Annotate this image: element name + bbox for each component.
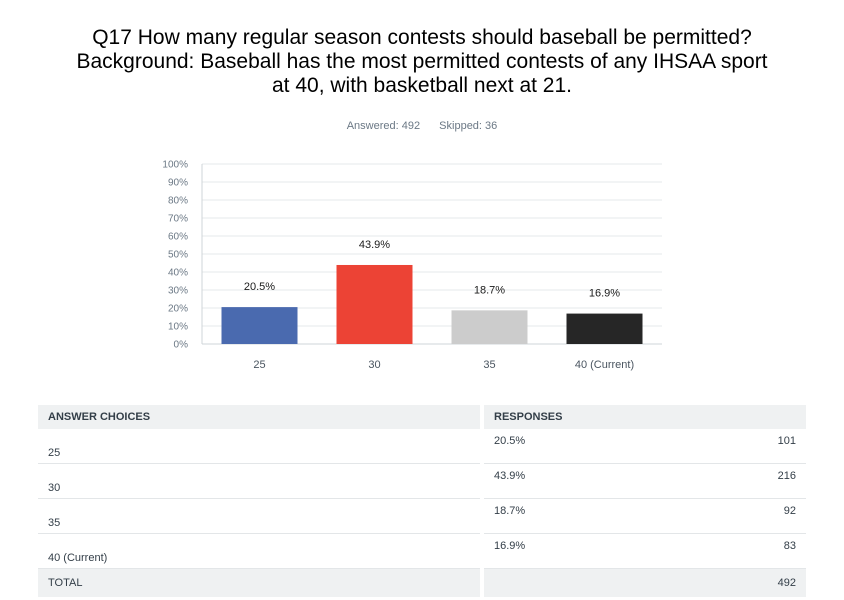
- table-row: 35 18.7% 92: [38, 499, 806, 534]
- answer-choice-cell: 40 (Current): [38, 534, 480, 569]
- y-tick-label: 60%: [168, 232, 188, 243]
- response-percent-cell: 20.5%: [484, 429, 669, 464]
- response-percent-cell: 43.9%: [484, 464, 669, 499]
- y-tick-label: 80%: [168, 196, 188, 207]
- y-tick-label: 70%: [168, 214, 188, 225]
- total-count: 492: [668, 569, 806, 597]
- y-tick-label: 50%: [168, 250, 188, 261]
- y-tick-label: 20%: [168, 304, 188, 315]
- question-title-line-1: Q17 How many regular season contests sho…: [92, 26, 752, 49]
- question-title: Q17 How many regular season contests sho…: [40, 26, 804, 98]
- y-tick-label: 90%: [168, 178, 188, 189]
- table-body: 25 20.5% 101 30 43.9% 216 35 18.7% 92 40 (Current…: [38, 429, 806, 597]
- response-count-cell: 92: [668, 499, 806, 534]
- data-labels: 20.5% 43.9% 18.7% 16.9%: [244, 239, 620, 300]
- responses-table: ANSWER CHOICES RESPONSES 25 20.5% 101 30 43.…: [38, 405, 806, 597]
- response-count-cell: 101: [668, 429, 806, 464]
- bar: [221, 307, 298, 344]
- y-axis-ticks: 0% 10% 20% 30% 40% 50% 60% 70% 80% 90% 100%: [162, 160, 188, 351]
- response-percent-cell: 16.9%: [484, 534, 669, 569]
- bar: [451, 310, 528, 344]
- skipped-count: Skipped: 36: [439, 120, 498, 132]
- column-gap: [480, 499, 484, 534]
- answer-choice-cell: 25: [38, 429, 480, 464]
- table-row: 30 43.9% 216: [38, 464, 806, 499]
- answer-choice-cell: 35: [38, 499, 480, 534]
- column-gap: [480, 569, 484, 597]
- response-percent-cell: 18.7%: [484, 499, 669, 534]
- answer-choice-cell: 30: [38, 464, 480, 499]
- total-label: TOTAL: [38, 569, 480, 597]
- y-tick-label: 0%: [174, 340, 189, 351]
- x-category-label: 40 (Current): [575, 359, 634, 371]
- column-gap: [480, 534, 484, 569]
- total-spacer: [484, 569, 669, 597]
- x-axis-categories: 25 30 35 40 (Current): [253, 359, 634, 371]
- bar: [566, 313, 643, 344]
- y-tick-label: 100%: [162, 160, 188, 171]
- bar: [336, 264, 413, 344]
- response-summary: Answered: 492 Skipped: 36: [0, 120, 844, 132]
- table-row: 40 (Current) 16.9% 83: [38, 534, 806, 569]
- bar-chart: 0% 10% 20% 30% 40% 50% 60% 70% 80% 90% 100% 20.5% 4…: [162, 160, 662, 371]
- data-label: 43.9%: [359, 239, 390, 251]
- data-label: 18.7%: [474, 284, 505, 296]
- table-header-row: ANSWER CHOICES RESPONSES: [38, 405, 806, 429]
- header-answer-choices: ANSWER CHOICES: [38, 405, 480, 429]
- bars: [221, 264, 643, 344]
- y-tick-label: 30%: [168, 286, 188, 297]
- question-title-line-2: Background: Baseball has the most permit…: [76, 50, 768, 73]
- answered-count: Answered: 492: [346, 120, 421, 132]
- x-category-label: 30: [368, 359, 380, 371]
- column-gap: [480, 464, 484, 499]
- x-category-label: 35: [483, 359, 495, 371]
- header-responses: RESPONSES: [484, 405, 806, 429]
- column-gap: [480, 429, 484, 464]
- x-category-label: 25: [253, 359, 265, 371]
- y-tick-label: 10%: [168, 322, 188, 333]
- y-tick-label: 40%: [168, 268, 188, 279]
- data-label: 20.5%: [244, 281, 275, 293]
- question-title-line-3: at 40, with basketball next at 21.: [271, 74, 573, 97]
- response-count-cell: 83: [668, 534, 806, 569]
- table-row: 25 20.5% 101: [38, 429, 806, 464]
- data-label: 16.9%: [589, 288, 620, 300]
- response-count-cell: 216: [668, 464, 806, 499]
- total-row: TOTAL 492: [38, 569, 806, 597]
